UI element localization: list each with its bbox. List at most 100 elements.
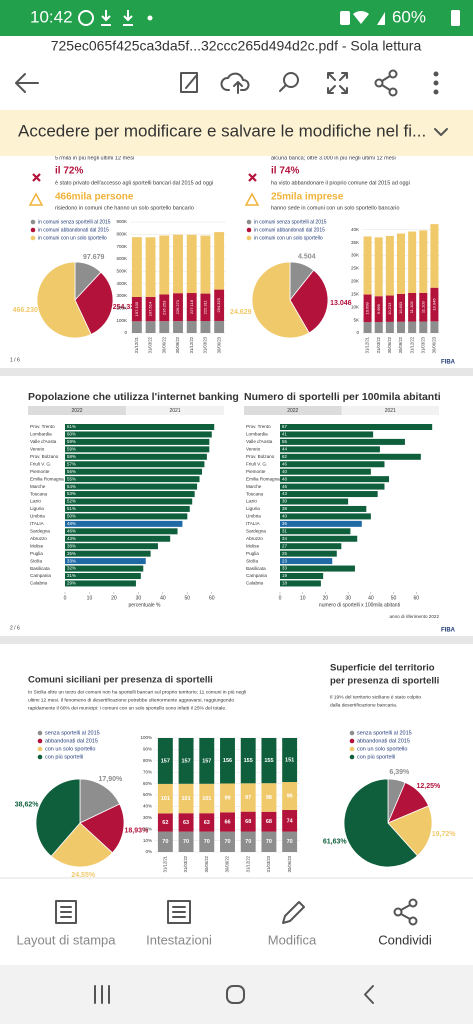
bar-segment	[173, 321, 183, 333]
nav-label[interactable]: Intestazioni	[146, 932, 212, 947]
bar-segment	[199, 831, 215, 852]
tab[interactable]	[28, 406, 126, 415]
bar-segment	[261, 738, 277, 784]
tab[interactable]	[126, 406, 224, 415]
bar-segment	[374, 237, 383, 297]
tab-label[interactable]: 2022	[71, 408, 82, 414]
category-label: Campania	[246, 573, 267, 578]
bar	[65, 513, 188, 520]
bar-label: 197.100	[134, 301, 139, 316]
bar-segment	[363, 322, 372, 333]
bar-label: 101	[202, 796, 211, 802]
bar	[65, 483, 198, 490]
home[interactable]	[226, 985, 245, 1004]
legend-dot	[37, 754, 43, 760]
nav-label[interactable]: Condividi	[378, 932, 432, 947]
nav-label[interactable]: Modifica	[268, 932, 317, 947]
tab-label[interactable]: 2022	[287, 408, 298, 414]
pie-label: 24.629	[230, 309, 252, 316]
pie-label: 24,55%	[71, 872, 96, 879]
bar-label: 155	[244, 758, 253, 764]
bar-segment	[240, 738, 256, 784]
category-label: Valle d'Aosta	[30, 439, 57, 444]
share-icon[interactable]	[393, 898, 418, 926]
system-nav	[0, 965, 473, 1024]
headers-icon[interactable]	[167, 900, 191, 924]
pie-slice	[74, 271, 114, 335]
back[interactable]	[364, 985, 374, 1004]
x-icon	[248, 173, 257, 182]
bar	[280, 558, 333, 565]
bar-label: 32%	[67, 566, 76, 571]
tab-label[interactable]: 2021	[169, 408, 180, 414]
x-tick-label: 50	[185, 595, 191, 601]
bar	[280, 476, 390, 483]
legend-label: con un solo sportello	[357, 746, 407, 752]
banner-chevron[interactable]	[434, 128, 448, 136]
pie-label: 18,93%	[124, 828, 149, 835]
bar-label: 55%	[67, 476, 76, 481]
edit-button[interactable]	[180, 72, 198, 93]
bar-segment	[282, 782, 298, 811]
bar-label: 254.325	[216, 297, 221, 312]
x-tick-label: 10	[87, 595, 93, 601]
system-buttons	[94, 985, 374, 1004]
bar-label: 101	[161, 796, 170, 802]
bar-label: 11.103	[420, 300, 425, 313]
bar-label: 33	[282, 566, 287, 571]
bar	[280, 446, 380, 453]
modify-icon[interactable]	[282, 901, 305, 924]
menu-button[interactable]	[433, 71, 439, 95]
bar-label: 55	[282, 439, 287, 444]
nav-label[interactable]: Layout di stampa	[16, 932, 116, 947]
bar-label: 43	[282, 491, 287, 496]
stat-text: ha visto abbandonare il proprio comune d…	[271, 180, 410, 186]
layout-icon[interactable]	[55, 900, 77, 924]
pie-slice	[343, 778, 418, 868]
bar-segment	[261, 783, 277, 812]
search-button[interactable]	[279, 72, 299, 92]
back-button[interactable]	[15, 73, 39, 93]
bar	[65, 461, 205, 468]
page-number: 1 / 6	[10, 357, 20, 363]
banner-text[interactable]: Accedere per modificare e salvare le mod…	[18, 121, 426, 140]
x-tick-label: 31/12/21	[134, 336, 139, 353]
page-number: 2 / 6	[10, 625, 20, 631]
bar-label: 63	[183, 820, 189, 826]
bar-label: 62	[162, 820, 168, 826]
x-tick-label: 50	[391, 595, 397, 601]
bar-segment	[419, 321, 428, 333]
bar	[280, 431, 374, 438]
share-button[interactable]	[374, 69, 398, 97]
pie-label: 13.046	[330, 300, 352, 307]
legend-label: senza sportelli al 2015	[45, 730, 100, 736]
x-tick-label: 31/03/22	[148, 336, 153, 353]
x-tick-label: 31/03/23	[266, 855, 271, 872]
legend-label: in comuni abbandonati dal 2015	[38, 227, 109, 233]
tab[interactable]	[244, 406, 342, 415]
bar-segment	[408, 292, 417, 322]
bar-segment	[261, 811, 277, 832]
y-tick-label: 35K	[351, 240, 359, 245]
bar	[65, 535, 171, 542]
x-tick-label: 31/03/22	[183, 855, 188, 872]
legend-label: in comuni con un solo sportello	[254, 235, 323, 241]
upload-button[interactable]	[220, 72, 250, 94]
bar-label: 46	[282, 461, 287, 466]
bar-label: 33%	[67, 558, 76, 563]
pie-label: 6,39%	[389, 769, 410, 776]
bar	[280, 513, 371, 520]
recent-apps[interactable]	[94, 985, 110, 1004]
pie-label: 97.679	[83, 254, 105, 261]
bar-label: 10.213	[387, 302, 392, 315]
x-tick-label: 30/06/22	[161, 336, 166, 353]
banner[interactable]	[0, 110, 473, 156]
bar-segment	[282, 810, 298, 832]
bar-label: 61%	[67, 424, 76, 429]
tab[interactable]	[341, 406, 440, 415]
tab-label[interactable]: 2021	[385, 408, 396, 414]
fullscreen-button[interactable]	[327, 72, 348, 94]
bottom-nav	[0, 878, 473, 965]
bar-segment	[200, 235, 211, 294]
legend-label: in comuni senza sportelli al 2015	[38, 219, 111, 225]
